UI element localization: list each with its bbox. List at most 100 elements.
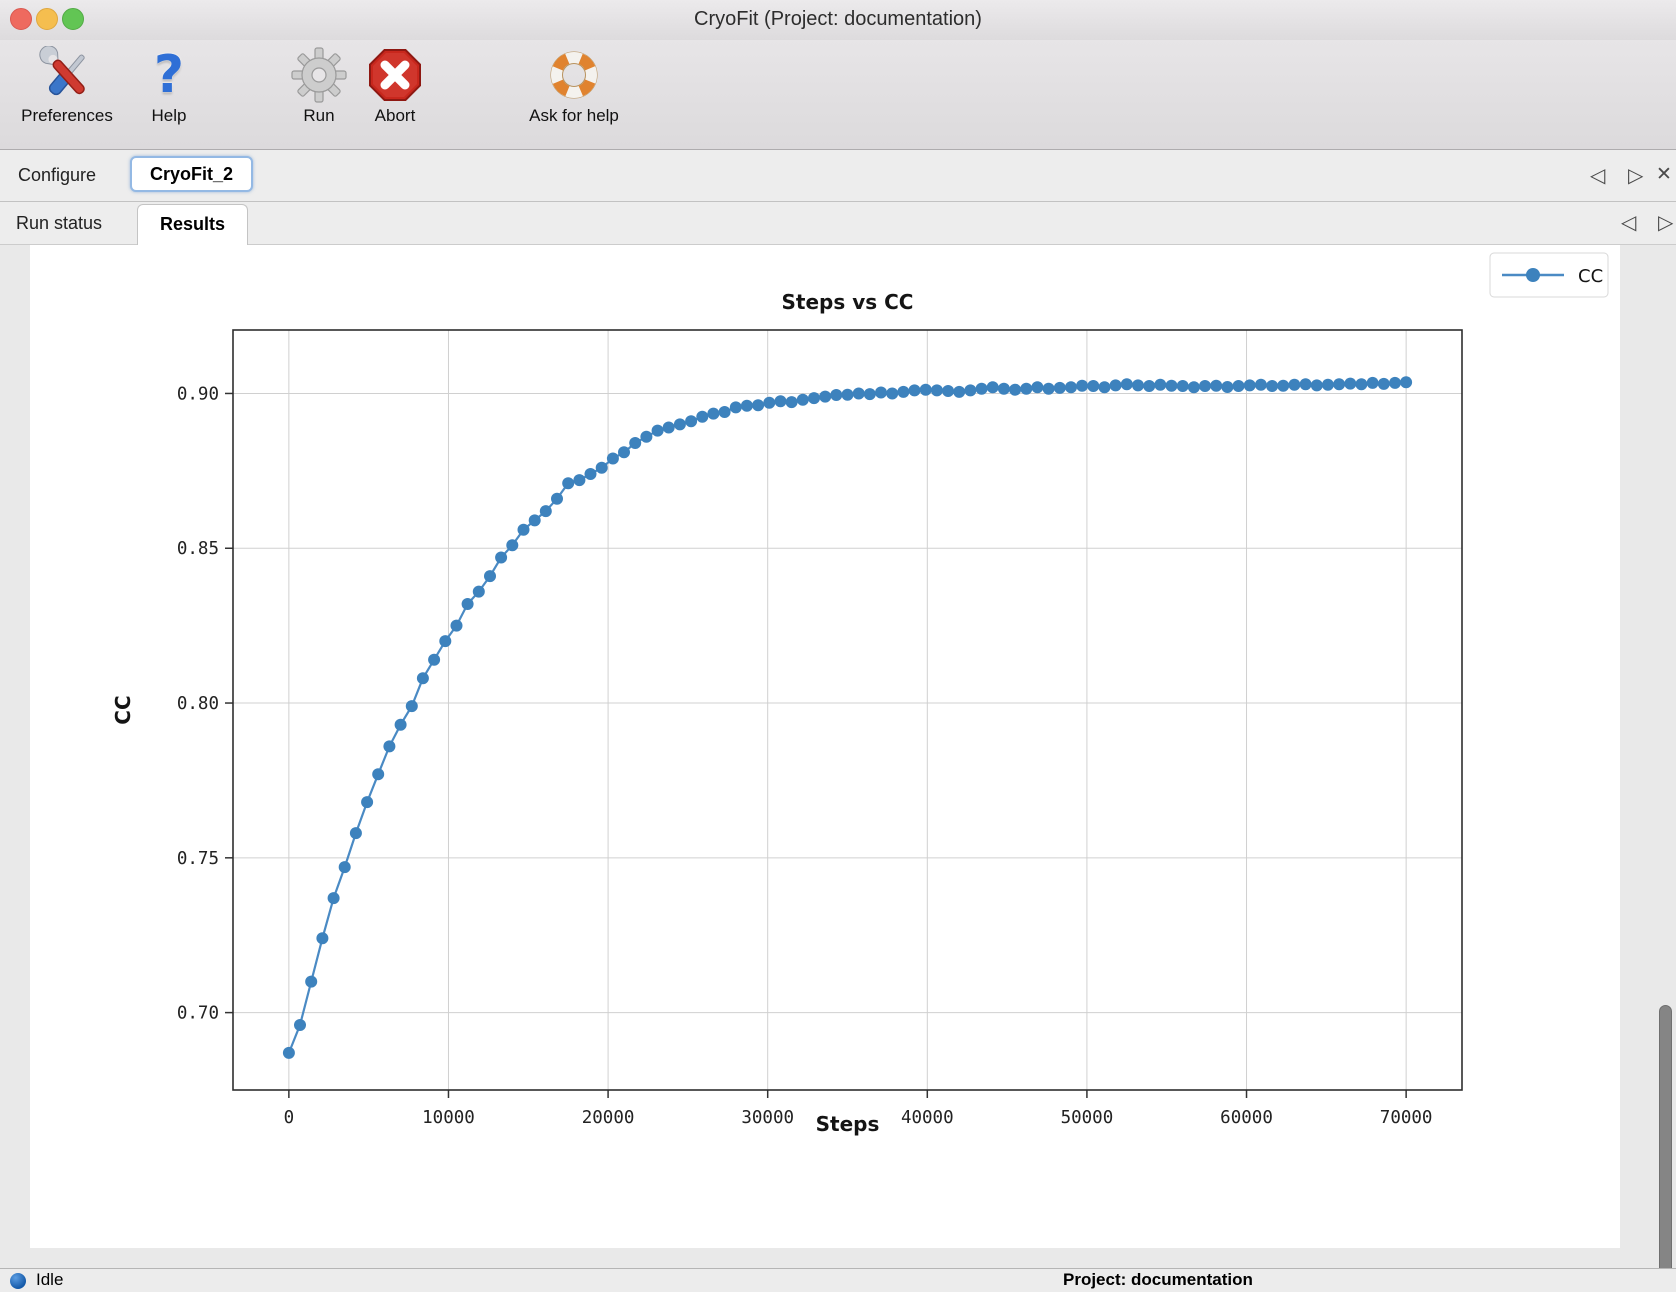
cc-marker xyxy=(562,477,575,490)
cc-marker xyxy=(1221,381,1234,393)
cc-marker xyxy=(372,768,385,781)
cc-marker xyxy=(1344,377,1357,390)
status-bar: Idle Project: documentation xyxy=(0,1268,1676,1292)
cc-marker xyxy=(1009,383,1022,396)
cc-marker xyxy=(349,827,362,840)
vertical-scrollbar-thumb[interactable] xyxy=(1659,1005,1672,1292)
cc-marker xyxy=(495,551,508,564)
cc-marker xyxy=(696,410,709,423)
cc-marker xyxy=(897,385,910,398)
cc-marker xyxy=(964,384,977,397)
cc-marker xyxy=(584,468,597,480)
cc-marker xyxy=(785,396,798,409)
cc-marker xyxy=(1232,380,1245,392)
x-tick-label: 40000 xyxy=(901,1108,954,1128)
tab-configure[interactable]: Configure xyxy=(18,165,97,185)
toolbar-label: Run xyxy=(303,106,335,125)
status-text: Idle xyxy=(36,1270,64,1289)
y-tick-label: 0.90 xyxy=(177,384,219,404)
abort-button[interactable]: Abort xyxy=(330,44,460,146)
cc-marker xyxy=(942,385,955,397)
subtab-scroll-left-icon[interactable]: ◁ xyxy=(1621,212,1637,234)
cc-marker xyxy=(461,598,474,610)
cc-marker xyxy=(573,474,586,487)
cc-marker xyxy=(685,415,698,428)
cc-marker xyxy=(1132,379,1144,392)
subtab-scroll-right-icon[interactable]: ▷ xyxy=(1658,212,1674,234)
toolbar-label: Ask for help xyxy=(529,106,619,125)
tab-scroll-right-icon[interactable]: ▷ xyxy=(1628,165,1644,187)
toolbar-label: Help xyxy=(151,106,187,125)
cc-marker xyxy=(718,406,731,418)
toolbar: Preferences ? Help xyxy=(0,40,1676,150)
toolbar-label: Abort xyxy=(374,106,416,125)
ask-for-help-button[interactable]: Ask for help xyxy=(509,44,639,146)
y-tick-label: 0.75 xyxy=(177,849,219,869)
cc-marker xyxy=(662,421,675,434)
close-window-button[interactable] xyxy=(10,8,32,30)
cc-marker xyxy=(595,461,608,474)
tab-run-status[interactable]: Run status xyxy=(16,213,103,233)
cc-marker xyxy=(875,386,887,399)
cc-marker xyxy=(506,539,519,552)
cc-marker xyxy=(305,975,318,988)
cc-line xyxy=(287,381,1407,1054)
legend-marker xyxy=(1526,268,1540,282)
cc-marker xyxy=(450,619,463,632)
cc-marker xyxy=(740,399,753,412)
cc-marker xyxy=(629,437,642,449)
cc-marker xyxy=(439,635,452,648)
cc-marker xyxy=(1109,379,1122,392)
cc-marker xyxy=(886,387,899,400)
minimize-window-button[interactable] xyxy=(36,8,58,30)
tab-close-icon[interactable]: ✕ xyxy=(1656,164,1672,185)
cc-marker xyxy=(327,892,340,905)
run-button[interactable]: Run xyxy=(254,44,384,146)
cc-marker xyxy=(953,385,966,398)
cc-marker xyxy=(1299,378,1312,391)
cc-marker xyxy=(1389,376,1401,389)
cc-marker xyxy=(763,396,776,409)
cc-marker xyxy=(1199,380,1211,392)
tab-scroll-left-icon[interactable]: ◁ xyxy=(1590,165,1606,187)
question-mark-icon: ? xyxy=(153,45,185,105)
cc-marker xyxy=(361,796,374,809)
window-title: CryoFit (Project: documentation) xyxy=(694,8,982,30)
x-tick-label: 20000 xyxy=(582,1108,635,1128)
cc-marker xyxy=(1053,381,1066,394)
cc-marker xyxy=(1210,379,1223,392)
y-tick-label: 0.85 xyxy=(177,539,219,559)
cc-marker xyxy=(841,388,854,401)
cc-marker xyxy=(338,861,351,874)
cc-marker xyxy=(528,514,541,527)
cc-marker xyxy=(539,505,552,518)
cc-marker xyxy=(1333,378,1346,391)
cc-marker xyxy=(975,382,988,395)
x-axis-label: Steps xyxy=(816,1112,880,1136)
cc-marker xyxy=(919,383,932,396)
cc-marker xyxy=(1154,378,1167,391)
toolbar-label: Preferences xyxy=(21,106,113,125)
cc-marker xyxy=(618,446,630,459)
preferences-button[interactable]: Preferences xyxy=(2,44,132,146)
x-tick-label: 50000 xyxy=(1061,1108,1114,1128)
chart-title: Steps vs CC xyxy=(782,290,914,314)
zoom-window-button[interactable] xyxy=(62,8,84,30)
cc-marker xyxy=(1065,381,1077,394)
gear-icon xyxy=(290,46,348,104)
cc-marker xyxy=(1400,376,1413,389)
cc-marker xyxy=(1277,379,1290,392)
help-button[interactable]: ? Help xyxy=(104,44,234,146)
x-tick-label: 70000 xyxy=(1380,1108,1433,1128)
tab-results[interactable]: Results xyxy=(137,204,249,245)
cc-marker xyxy=(394,718,407,731)
cc-marker xyxy=(551,492,563,505)
y-tick-label: 0.80 xyxy=(177,694,219,714)
cc-marker xyxy=(294,1019,306,1031)
results-panel: 0 10000 20000 30000 40000 50000 60000 70000 0.70… xyxy=(0,245,1676,1292)
tab-cryofit-2[interactable]: CryoFit_2 xyxy=(130,156,254,192)
cc-marker xyxy=(1310,379,1323,392)
tools-icon xyxy=(38,45,96,104)
cc-marker xyxy=(1031,381,1044,394)
cc-marker xyxy=(517,523,530,536)
